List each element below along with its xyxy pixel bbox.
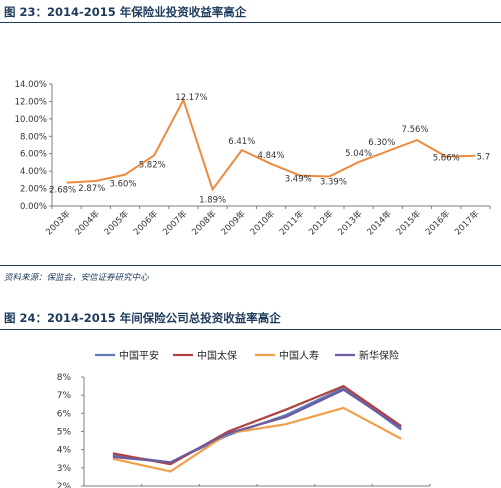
y-tick-label: 14.00% — [15, 80, 47, 90]
y-tick-label: 10.00% — [15, 115, 47, 125]
x-tick-label: 2013年 — [336, 208, 365, 237]
x-tick-label: 2008年 — [190, 208, 219, 237]
x-tick-label: 2012年 — [306, 208, 335, 237]
y-tick-label: 8% — [57, 373, 72, 383]
insurers-yield-line-chart: 中国平安 中国太保 中国人寿 新华保险 2% 3% 4% 5% 6% 7% 8% — [57, 349, 431, 488]
y-tick-label: 2% — [57, 482, 72, 488]
figure-24-title: 图 24：2014-2015 年间保险公司总投资收益率高企 — [4, 311, 281, 325]
data-label: 1.89% — [199, 196, 226, 206]
x-tick-label: 2006年 — [131, 208, 160, 237]
x-tick-label: 2011年 — [277, 208, 306, 237]
data-label: 12.17% — [175, 93, 207, 103]
figure-23-title: 图 23：2014-2015 年保险业投资收益率高企 — [4, 5, 247, 19]
data-label: 3.60% — [109, 180, 136, 190]
legend-item: 中国人寿 — [255, 349, 319, 362]
yield-series-line — [66, 97, 476, 192]
data-label: 4.84% — [257, 151, 284, 161]
source-note: 资料来源：保监会，安信证券研究中心 — [4, 273, 149, 283]
x-tick-label: 2009年 — [219, 208, 248, 237]
data-label: 6.41% — [228, 137, 255, 147]
data-label: 2.87% — [78, 184, 105, 194]
x-tick-label: 2014年 — [365, 208, 394, 237]
legend-label: 新华保险 — [359, 349, 399, 362]
y-tick-label: 8.00% — [20, 132, 47, 142]
y-tick-label: 5% — [57, 428, 72, 438]
x-tick-label: 2017年 — [452, 208, 481, 237]
x-tick-label: 2004年 — [73, 208, 102, 237]
x-tick-label: 2005年 — [102, 208, 131, 237]
x-tick-label: 2015年 — [394, 208, 423, 237]
data-label: 5.82% — [139, 160, 166, 170]
data-label: 6.30% — [368, 138, 395, 148]
legend-label: 中国平安 — [119, 349, 159, 362]
x-tick-label: 2007年 — [160, 208, 189, 237]
data-label: 7.56% — [401, 125, 428, 135]
series-line — [112, 388, 402, 464]
data-label: 3.39% — [320, 177, 347, 187]
data-label: 3.49% — [285, 175, 312, 185]
data-label: 5.66% — [433, 154, 460, 164]
legend-label: 中国人寿 — [279, 349, 319, 362]
series-line — [112, 406, 402, 473]
data-label: 5.04% — [345, 149, 372, 159]
investment-yield-line-chart: 0.00% 2.00% 4.00% 6.00% 8.00% 10.00% 12.00% 14.… — [15, 80, 491, 237]
x-tick-label: 2016年 — [423, 208, 452, 237]
x-tick-label: 2010年 — [248, 208, 277, 237]
y-tick-label: 7% — [57, 391, 72, 401]
y-tick-label: 3% — [57, 464, 72, 474]
y-tick-label: 4.00% — [20, 167, 47, 177]
data-label: 2.68% — [49, 186, 76, 196]
y-tick-label: 0.00% — [20, 202, 47, 212]
title-divider — [0, 22, 501, 23]
legend-item: 中国太保 — [173, 349, 237, 362]
data-label: 5.7 — [477, 153, 491, 163]
y-tick-label: 2.00% — [20, 185, 47, 195]
legend-item: 新华保险 — [335, 349, 399, 362]
y-tick-label: 4% — [57, 446, 72, 456]
legend-label: 中国太保 — [197, 349, 237, 362]
y-tick-label: 6.00% — [20, 150, 47, 160]
x-tick-label: 2003年 — [44, 208, 73, 237]
title-divider-2 — [0, 329, 501, 330]
legend-item: 中国平安 — [95, 349, 159, 362]
y-tick-label: 12.00% — [15, 97, 47, 107]
y-tick-label: 6% — [57, 409, 72, 419]
source-divider — [0, 265, 501, 266]
